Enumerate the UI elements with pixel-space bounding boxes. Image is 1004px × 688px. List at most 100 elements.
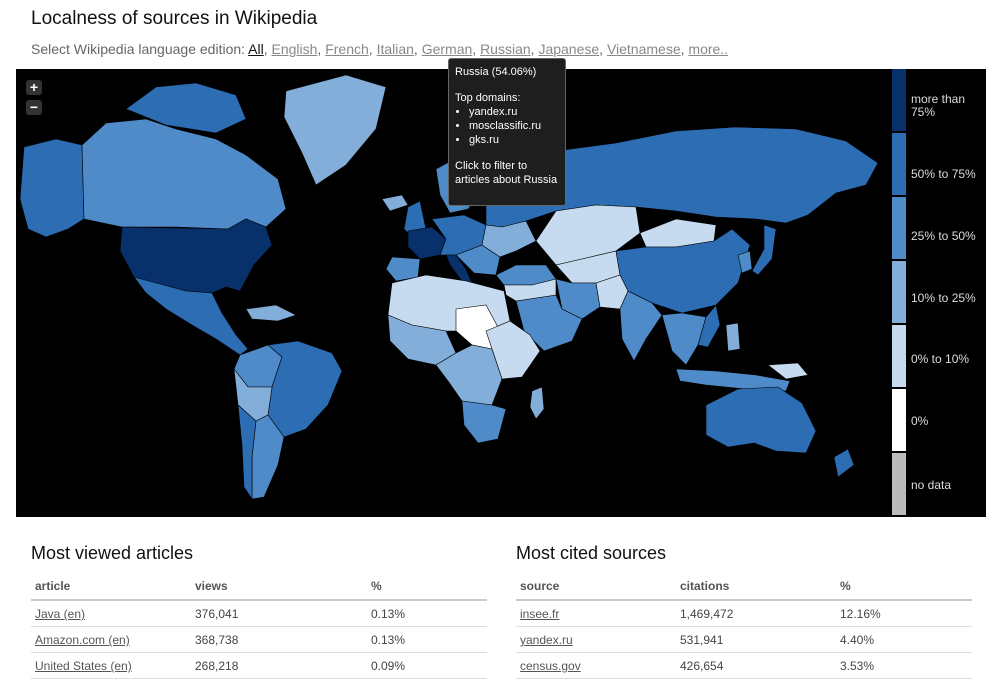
region-balkans[interactable] (455, 244, 501, 276)
region-caribbean[interactable] (245, 304, 297, 322)
percent-cell: 3.53% (836, 652, 972, 679)
region-spain[interactable] (385, 256, 421, 282)
legend-swatch (892, 261, 906, 323)
legend-item: no data (892, 453, 986, 515)
region-brazil[interactable] (267, 340, 343, 438)
tooltip-domains-label: Top domains: (455, 92, 521, 104)
map-legend: more than 75% 50% to 75% 25% to 50% 10% … (892, 69, 986, 517)
region-russia[interactable] (485, 126, 879, 228)
source-link[interactable]: yandex.ru (520, 633, 573, 647)
legend-label: 50% to 75% (911, 167, 976, 181)
region-madagascar[interactable] (529, 386, 545, 420)
region-chile[interactable] (237, 404, 257, 500)
language-link-german[interactable]: German (421, 41, 473, 57)
most-cited-table: source citations % insee.fr 1,469,472 12… (516, 573, 972, 679)
column-header[interactable]: % (836, 573, 972, 601)
legend-swatch (892, 133, 906, 195)
region-vietnam[interactable] (697, 304, 721, 348)
source-link[interactable]: insee.fr (520, 607, 560, 621)
zoom-out-button[interactable]: − (26, 100, 42, 115)
citations-cell: 531,941 (676, 626, 836, 653)
article-link[interactable]: United States (en) (35, 659, 132, 673)
region-india[interactable] (619, 290, 663, 362)
legend-label: 0% (911, 414, 929, 428)
most-cited-title: Most cited sources (516, 543, 667, 563)
tooltip-domain: yandex.ru (469, 105, 559, 119)
region-indonesia[interactable] (675, 368, 791, 392)
zoom-in-button[interactable]: + (26, 80, 42, 95)
region-australia[interactable] (705, 386, 817, 454)
legend-item: 25% to 50% (892, 197, 986, 259)
percent-cell: 0.13% (367, 600, 487, 627)
table-header-row: source citations % (516, 573, 972, 601)
most-viewed-title: Most viewed articles (31, 543, 194, 563)
region-levant[interactable] (503, 278, 557, 302)
table-header-row: article views % (31, 573, 487, 601)
region-japan[interactable] (751, 224, 777, 276)
legend-label: no data (911, 478, 952, 492)
table-row: yandex.ru 531,941 4.40% (516, 626, 972, 653)
legend-label: 0% to 10% (911, 352, 970, 366)
legend-swatch (892, 453, 906, 515)
article-link[interactable]: Java (en) (35, 607, 86, 621)
language-link-english[interactable]: English (271, 41, 318, 57)
article-link[interactable]: Amazon.com (en) (35, 633, 130, 647)
tooltip-domain: mosclassific.ru (469, 119, 559, 133)
column-header[interactable]: citations (676, 573, 836, 601)
tooltip-domain: gks.ru (469, 133, 559, 147)
region-mexico[interactable] (133, 276, 249, 356)
percent-cell: 12.16% (836, 600, 972, 627)
language-selector-label: Select Wikipedia language edition: (31, 41, 246, 57)
language-link-all[interactable]: All (248, 41, 264, 57)
region-new-zealand[interactable] (833, 448, 855, 478)
language-link-russian[interactable]: Russian (480, 41, 531, 57)
region-southern-africa[interactable] (461, 400, 507, 444)
region-southeast-asia[interactable] (661, 312, 707, 366)
legend-swatch (892, 325, 906, 387)
legend-item: 0% (892, 389, 986, 451)
language-link-italian[interactable]: Italian (376, 41, 414, 57)
views-cell: 268,218 (191, 652, 367, 679)
tooltip-cta: Click to filter to articles about Russia (455, 160, 558, 186)
region-canada[interactable] (81, 118, 287, 230)
source-link[interactable]: census.gov (520, 659, 581, 673)
legend-item: 50% to 75% (892, 133, 986, 195)
legend-item: 10% to 25% (892, 261, 986, 323)
region-arctic-islands[interactable] (125, 82, 247, 134)
language-link-more[interactable]: more.. (688, 41, 729, 57)
region-iceland[interactable] (381, 194, 409, 212)
views-cell: 368,738 (191, 626, 367, 653)
table-row: insee.fr 1,469,472 12.16% (516, 600, 972, 627)
region-papua[interactable] (767, 362, 809, 380)
legend-item: more than 75% (892, 69, 986, 131)
percent-cell: 0.09% (367, 652, 487, 679)
map-tooltip: Russia (54.06%) Top domains: yandex.ru m… (448, 58, 566, 206)
table-row: United States (en) 268,218 0.09% (31, 652, 487, 679)
region-greenland[interactable] (283, 74, 387, 186)
language-selector: Select Wikipedia language edition: All, … (31, 41, 729, 57)
column-header[interactable]: % (367, 573, 487, 601)
table-row: census.gov 426,654 3.53% (516, 652, 972, 679)
region-central-africa[interactable] (435, 344, 503, 406)
table-row: Java (en) 376,041 0.13% (31, 600, 487, 627)
region-ukraine[interactable] (481, 220, 537, 258)
language-link-japanese[interactable]: Japanese (538, 41, 600, 57)
column-header[interactable]: article (31, 573, 191, 601)
legend-item: 0% to 10% (892, 325, 986, 387)
views-cell: 376,041 (191, 600, 367, 627)
most-viewed-table: article views % Java (en) 376,041 0.13% … (31, 573, 487, 679)
column-header[interactable]: views (191, 573, 367, 601)
legend-swatch (892, 389, 906, 451)
legend-label: 10% to 25% (911, 291, 976, 305)
region-korea[interactable] (737, 250, 753, 274)
tooltip-domain-list: yandex.ru mosclassific.ru gks.ru (455, 105, 559, 147)
region-philippines[interactable] (725, 322, 741, 352)
region-alaska[interactable] (19, 138, 85, 238)
column-header[interactable]: source (516, 573, 676, 601)
percent-cell: 4.40% (836, 626, 972, 653)
page-title: Localness of sources in Wikipedia (31, 8, 318, 29)
language-link-vietnamese[interactable]: Vietnamese (606, 41, 681, 57)
table-row: Amazon.com (en) 368,738 0.13% (31, 626, 487, 653)
tooltip-heading: Russia (54.06%) (455, 66, 537, 78)
language-link-french[interactable]: French (325, 41, 369, 57)
